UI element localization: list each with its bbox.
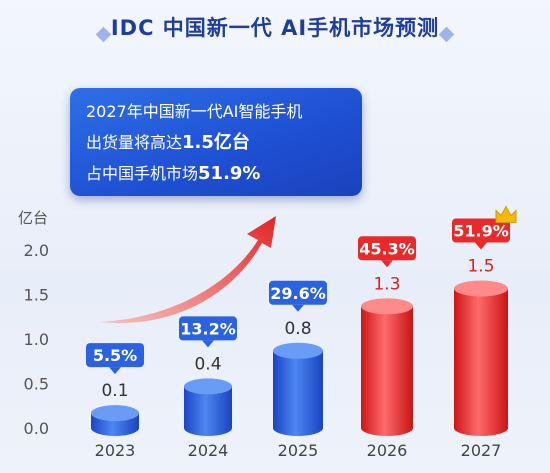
bar [361,306,413,436]
bar-top [454,280,508,297]
bar-value-label: 0.4 [194,354,221,374]
title-bar: IDC 中国新一代 AI手机市场预测 [0,10,550,50]
bar [273,350,323,436]
x-tick-label: 2024 [188,441,229,460]
bar [184,386,232,436]
bar-top [91,405,139,422]
share-badge [179,316,237,341]
page-title: IDC 中国新一代 AI手机市场预测 [110,16,440,40]
share-badge [358,236,416,261]
bar-top [184,378,232,395]
y-axis-unit: 亿台 [18,209,48,227]
y-tick-label: 1.0 [24,330,49,349]
bar-value-label: 0.8 [284,319,311,339]
share-badge-label: 5.5% [93,346,137,365]
share-badge-pointer [475,242,487,250]
bar-top [273,342,323,359]
bar-value-label: 1.3 [373,274,400,294]
share-badge-label: 51.9% [453,222,509,241]
crown-icon [495,205,517,223]
share-badge-label: 29.6% [270,284,326,303]
share-badge [86,343,144,368]
callout-line-3: 占中国手机市场51.9% [86,158,346,189]
callout-shipment-value: 1.5亿台 [182,132,250,153]
x-tick-label: 2023 [95,441,136,460]
bar-value-label: 0.1 [101,381,128,401]
y-tick-label: 0.0 [24,419,49,438]
x-tick-label: 2025 [278,441,319,460]
bar-top [361,298,413,315]
share-badge-label: 13.2% [180,319,236,338]
share-badge-pointer [202,340,214,348]
growth-arrow-icon [100,216,276,324]
share-badge-pointer [109,367,121,375]
y-tick-label: 0.5 [24,375,49,394]
bar [454,288,508,436]
bar-value-label: 1.5 [467,257,494,277]
callout-line-2-prefix: 出货量将高达 [86,133,183,152]
callout-share-value: 51.9% [198,163,261,184]
share-badge-pointer [292,304,304,312]
share-badge-label: 45.3% [359,239,415,258]
share-badge [452,218,510,243]
share-badge-pointer [381,260,393,268]
share-badge [269,280,327,305]
callout-line-1: 2027年中国新一代AI智能手机 [86,102,303,121]
callout-line-2: 出货量将高达1.5亿台 [86,127,346,158]
y-tick-label: 2.0 [24,241,49,260]
x-tick-label: 2026 [367,441,408,460]
callout-line-3-prefix: 占中国手机市场 [86,164,199,183]
y-tick-label: 1.5 [24,286,49,305]
x-tick-label: 2027 [461,441,502,460]
callout-box: 2027年中国新一代AI智能手机 出货量将高达1.5亿台 占中国手机市场51.9… [70,88,362,196]
